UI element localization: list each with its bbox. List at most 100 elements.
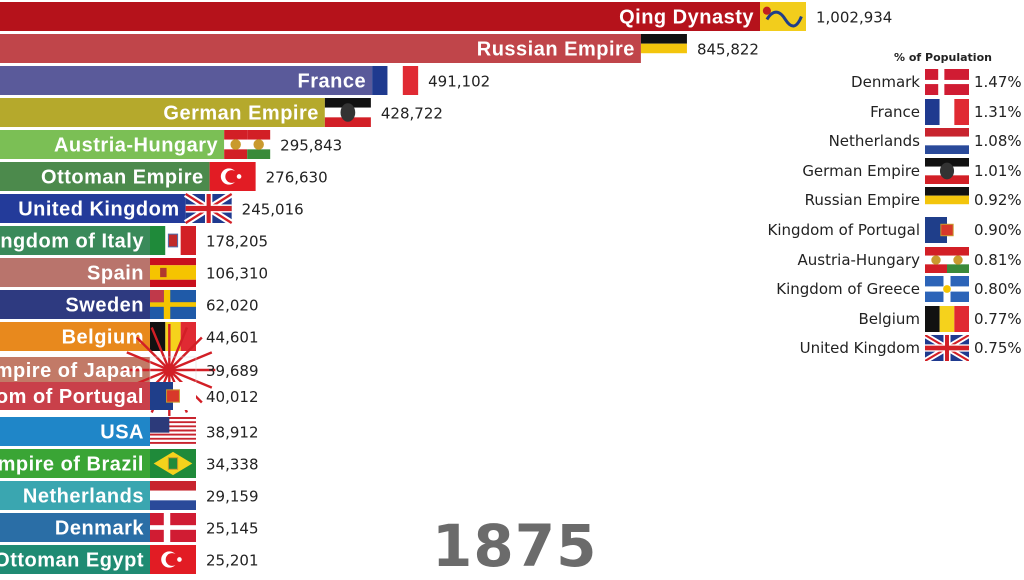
panel-row-austria-hungary: Austria-Hungary 0.81% (760, 245, 1024, 275)
flag-icon-portugal (925, 217, 969, 243)
value-label-spain: 106,310 (206, 265, 268, 283)
bar-ottoman-egypt (0, 545, 150, 574)
panel-row-belgium: Belgium 0.77% (760, 304, 1024, 334)
flag-icon-belgium (150, 322, 196, 351)
flag-icon-netherlands (150, 481, 196, 510)
year-label: 1875 (432, 512, 598, 580)
flag-icon-russia (925, 187, 969, 214)
flag-icon-uk (183, 191, 234, 226)
flag-icon-italy (150, 226, 196, 255)
bar-label-france: France (298, 71, 367, 93)
bar-label-austria-hungary: Austria-Hungary (54, 135, 219, 157)
panel-row-russian-empire: Russian Empire 0.92% (760, 185, 1024, 215)
bar-ottoman-empire (0, 162, 210, 191)
panel-country-name: United Kingdom (799, 339, 920, 358)
panel-country-name: Netherlands (828, 132, 920, 151)
bar-group-empire-of-brazil: Empire of Brazil 34,338 (0, 449, 259, 478)
bar-label-united-kingdom: United Kingdom (18, 199, 179, 221)
bar-france (0, 66, 373, 95)
bar-group-belgium: Belgium 44,601 (0, 322, 259, 351)
flag-icon-spain (150, 258, 196, 287)
bar-group-usa: USA 38,912 (0, 417, 259, 446)
flag-icon-usa (150, 417, 196, 446)
bar-label-empire-of-brazil: Empire of Brazil (0, 454, 144, 476)
panel-percent-value: 1.08% (974, 132, 1022, 151)
flag-icon-greece (925, 276, 969, 303)
bar-label-qing-dynasty: Qing Dynasty (619, 7, 754, 29)
panel-row-kingdom-of-greece: Kingdom of Greece 0.80% (760, 274, 1024, 304)
panel-country-name: Kingdom of Portugal (767, 221, 920, 239)
bar-group-german-empire: German Empire 428,722 (0, 98, 443, 127)
panel-country-name: Denmark (851, 73, 920, 91)
panel-percent-value: 0.75% (974, 339, 1022, 358)
panel-row-german-empire: German Empire 1.01% (760, 156, 1024, 186)
bar-group-france: France 491,102 (0, 66, 490, 95)
flag-icon-france (925, 98, 969, 125)
panel-row-france: France 1.31% (760, 97, 1024, 127)
bar-group-qing-dynasty: Qing Dynasty 1,002,934 (0, 2, 892, 31)
panel-row-netherlands: Netherlands 1.08% (760, 126, 1024, 156)
bar-netherlands (0, 481, 150, 510)
bar-group-spain: Spain 106,310 (0, 258, 268, 287)
bar-qing-dynasty (0, 2, 760, 31)
bar-group-netherlands: Netherlands 29,159 (0, 481, 259, 510)
panel-country-name: German Empire (802, 161, 920, 180)
bar-group-kingdom-of-portugal: Kingdom of Portugal 40,012 (0, 382, 259, 410)
bar-group-denmark: Denmark 25,145 (0, 513, 259, 542)
value-label-ottoman-egypt: 25,201 (206, 552, 259, 570)
value-label-denmark: 25,145 (206, 520, 259, 538)
bar-group-sweden: Sweden 62,020 (0, 290, 259, 319)
flag-icon-ottoman (150, 545, 196, 574)
bar-united-kingdom (0, 194, 186, 223)
bar-label-spain: Spain (87, 263, 144, 285)
bar-belgium (0, 322, 150, 351)
panel-percent-value: 1.01% (974, 161, 1022, 180)
bar-group-kingdom-of-italy: Kingdom of Italy 178,205 (0, 226, 268, 255)
panel-country-name: Belgium (858, 309, 921, 328)
bar-german-empire (0, 98, 325, 127)
bar-label-netherlands: Netherlands (23, 486, 144, 508)
bar-label-belgium: Belgium (62, 327, 144, 349)
panel-percent-value: 0.81% (974, 250, 1022, 269)
value-label-kingdom-of-portugal: 40,012 (206, 388, 259, 406)
bar-group-ottoman-egypt: Ottoman Egypt 25,201 (0, 545, 259, 574)
flag-icon-netherlands (925, 128, 969, 155)
flag-icon-germany (324, 98, 371, 127)
value-label-netherlands: 29,159 (206, 488, 259, 506)
value-label-united-kingdom: 245,016 (242, 201, 304, 219)
flag-icon-qing (760, 2, 806, 31)
value-label-qing-dynasty: 1,002,934 (816, 9, 892, 27)
value-label-belgium: 44,601 (206, 329, 259, 347)
bar-label-ottoman-egypt: Ottoman Egypt (0, 550, 144, 572)
value-label-france: 491,102 (428, 73, 490, 91)
value-label-empire-of-japan: 39,689 (206, 362, 259, 380)
bar-label-kingdom-of-italy: Kingdom of Italy (0, 231, 144, 253)
bar-kingdom-of-italy (0, 226, 150, 255)
flag-icon-brazil (150, 449, 196, 478)
value-label-russian-empire: 845,822 (697, 41, 759, 59)
flag-icon-russia (640, 34, 687, 63)
flag-icon-germany (925, 157, 969, 184)
panel-percent-value: 0.77% (974, 309, 1022, 328)
bar-denmark (0, 513, 150, 542)
value-label-empire-of-brazil: 34,338 (206, 456, 259, 474)
bar-label-empire-of-japan: Empire of Japan (0, 360, 144, 382)
flag-icon-denmark (150, 513, 196, 542)
value-label-usa: 38,912 (206, 424, 259, 442)
bar-label-german-empire: German Empire (163, 103, 318, 125)
flag-icon-belgium (925, 305, 969, 332)
value-label-kingdom-of-italy: 178,205 (206, 233, 268, 251)
value-label-austria-hungary: 295,843 (280, 137, 342, 155)
panel-percent-value: 1.47% (974, 73, 1022, 91)
bar-group-united-kingdom: United Kingdom 245,016 (0, 191, 304, 226)
panel-percent-value: 0.92% (974, 191, 1022, 210)
bar-russian-empire (0, 34, 641, 63)
bar-empire-of-brazil (0, 449, 150, 478)
bar-group-austria-hungary: Austria-Hungary 295,843 (0, 130, 342, 159)
value-label-ottoman-empire: 276,630 (266, 169, 328, 187)
panel-country-name: France (870, 102, 920, 121)
bar-group-ottoman-empire: Ottoman Empire 276,630 (0, 162, 328, 191)
flag-icon-ottoman (209, 162, 256, 191)
value-label-sweden: 62,020 (206, 297, 259, 315)
